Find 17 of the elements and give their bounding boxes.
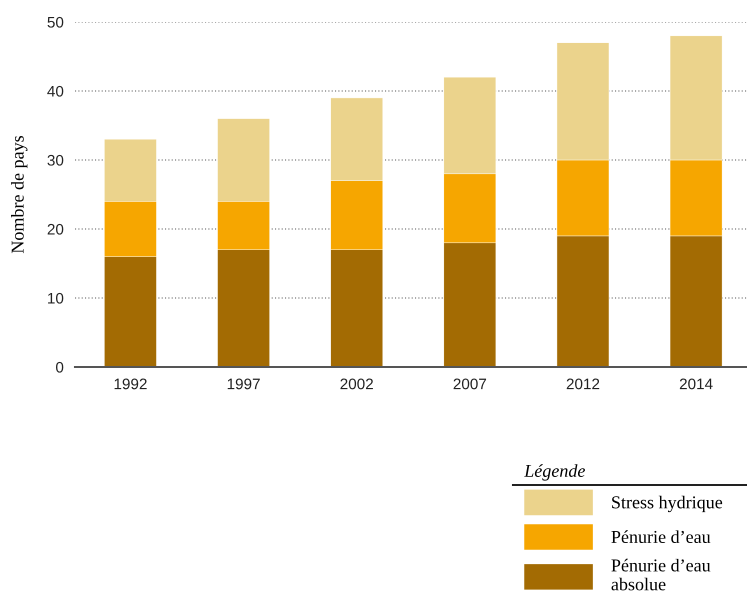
y-axis-title: Nombre de pays	[11, 136, 28, 254]
y-tick-label: 50	[48, 16, 64, 28]
x-tick-label: 2007	[454, 378, 486, 390]
x-tick-label: 1992	[114, 378, 147, 390]
legend-label: Stress hydrique	[612, 496, 722, 512]
legend-label: Pénurie d’eau absolue	[611, 558, 710, 590]
y-tick-label: 10	[48, 292, 64, 304]
x-tick-label: 2002	[340, 378, 373, 390]
y-tick-label: 20	[48, 224, 64, 235]
y-tick-label: 0	[56, 362, 64, 373]
y-tick-label: 30	[47, 154, 64, 166]
y-tick-label: 40	[47, 86, 64, 97]
x-tick-label: 2012	[566, 378, 600, 390]
legend-title: Légende	[524, 464, 586, 481]
x-tick-label: 1997	[228, 378, 260, 390]
x-tick-label: 2014	[680, 378, 713, 390]
legend-label: Pénurie d’eau	[611, 530, 710, 544]
